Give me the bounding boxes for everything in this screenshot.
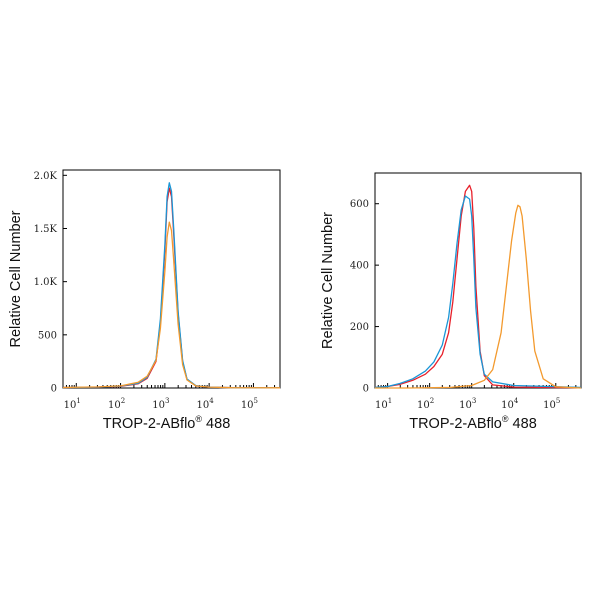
x-tick-base: 10 bbox=[375, 400, 388, 411]
x-tick-base: 10 bbox=[197, 400, 210, 411]
x-tick-label: 103 bbox=[152, 397, 169, 411]
x-tick-label: 105 bbox=[241, 397, 258, 411]
y-tick-label: 0 bbox=[51, 384, 57, 395]
y-tick-label: 500 bbox=[38, 330, 57, 341]
x-tick-exponent: 2 bbox=[121, 397, 125, 405]
x-tick-label: 103 bbox=[459, 397, 476, 411]
x-tick-base: 10 bbox=[417, 400, 430, 411]
x-tick-exponent: 1 bbox=[76, 397, 80, 405]
x-tick-exponent: 5 bbox=[254, 397, 258, 405]
series-orange-curve bbox=[375, 204, 582, 389]
x-tick-label: 105 bbox=[543, 397, 560, 411]
plot-frame bbox=[374, 172, 582, 389]
x-axis-title-tail: 488 bbox=[202, 416, 230, 432]
x-tick-exponent: 1 bbox=[388, 397, 392, 405]
x-axis-title-main: TROP-2-ABflo bbox=[103, 416, 196, 432]
x-tick-base: 10 bbox=[152, 400, 165, 411]
x-tick-exponent: 3 bbox=[165, 397, 169, 405]
y-tick-label: 200 bbox=[350, 322, 369, 333]
x-axis-title-tail: 488 bbox=[509, 416, 537, 432]
y-tick-label: 400 bbox=[350, 261, 369, 272]
x-tick-exponent: 4 bbox=[514, 397, 519, 405]
x-tick-base: 10 bbox=[543, 400, 556, 411]
x-axis-title: TROP-2-ABflo® 488 bbox=[103, 414, 231, 432]
series-red-curve bbox=[374, 184, 582, 389]
x-tick-base: 10 bbox=[459, 400, 472, 411]
x-tick-label: 104 bbox=[501, 397, 519, 411]
x-axis-title-registered-mark: ® bbox=[502, 414, 509, 424]
x-tick-label: 102 bbox=[417, 397, 434, 411]
series-orange-curve bbox=[62, 221, 281, 389]
x-tick-base: 10 bbox=[108, 400, 121, 411]
y-axis-title: Relative Cell Number bbox=[320, 212, 336, 349]
x-axis-title: TROP-2-ABflo® 488 bbox=[409, 414, 537, 432]
y-tick-label: 1.0K bbox=[34, 277, 58, 288]
x-tick-label: 102 bbox=[108, 397, 125, 411]
x-tick-exponent: 4 bbox=[209, 397, 214, 405]
x-tick-exponent: 5 bbox=[556, 397, 560, 405]
x-tick-exponent: 3 bbox=[472, 397, 476, 405]
x-axis-title-registered-mark: ® bbox=[195, 414, 202, 424]
y-tick-label: 0 bbox=[363, 384, 369, 395]
y-tick-label: 600 bbox=[350, 199, 369, 210]
series-blue-curve bbox=[62, 182, 281, 389]
x-tick-label: 104 bbox=[197, 397, 215, 411]
x-tick-base: 10 bbox=[64, 400, 77, 411]
plot-frame bbox=[62, 169, 281, 389]
x-tick-label: 101 bbox=[375, 397, 392, 411]
x-tick-label: 101 bbox=[64, 397, 81, 411]
x-axis-title-main: TROP-2-ABflo bbox=[409, 416, 502, 432]
x-tick-exponent: 2 bbox=[430, 397, 434, 405]
y-tick-label: 1.5K bbox=[34, 224, 58, 235]
series-red-curve bbox=[62, 187, 281, 389]
x-tick-base: 10 bbox=[241, 400, 254, 411]
y-tick-label: 2.0K bbox=[34, 171, 58, 182]
series-blue-curve bbox=[374, 195, 582, 389]
y-axis-title: Relative Cell Number bbox=[8, 210, 24, 347]
x-tick-base: 10 bbox=[501, 400, 514, 411]
